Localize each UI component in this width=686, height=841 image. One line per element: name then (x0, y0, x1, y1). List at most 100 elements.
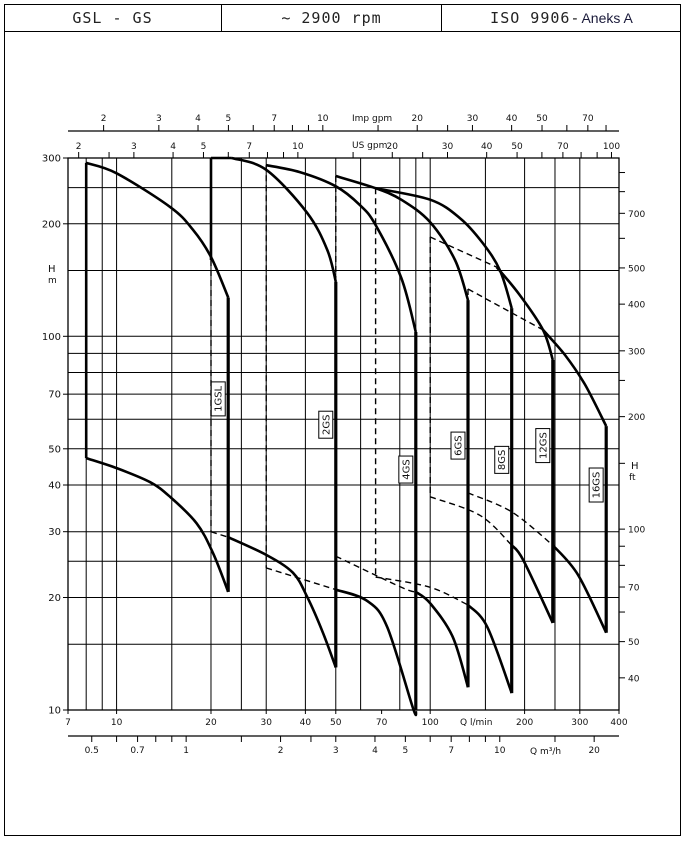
performance-curve (227, 536, 338, 668)
imp-gpm-tick-label: 4 (195, 114, 201, 124)
series-label-box (588, 467, 604, 503)
standard-text: ISO 9906- (490, 8, 581, 27)
y2-tick-label: 400 (628, 301, 645, 311)
imp-gpm-tick-label: 2 (101, 114, 107, 124)
performance-curve (542, 329, 608, 427)
imp-gpm-tick-label: 40 (506, 114, 518, 124)
us-gpm-tick-label: 70 (557, 142, 569, 152)
series-4gs (265, 163, 418, 717)
performance-curve (265, 163, 418, 333)
series-label-box (450, 431, 466, 460)
performance-curve (375, 186, 513, 309)
curve-boundary-dashed (375, 576, 469, 606)
curve-boundary-dashed (429, 496, 513, 546)
us-gpm-tick-label: 5 (201, 142, 207, 152)
plot-border (67, 157, 620, 711)
series-label: 4GS (401, 459, 412, 479)
series-label: 2GS (321, 414, 332, 434)
y-tick-label: 20 (48, 593, 61, 604)
performance-curve (467, 604, 513, 694)
imp-gpm-tick-label: 3 (156, 114, 162, 124)
series-label: 12GS (538, 432, 549, 459)
us-gpm-tick-label: 30 (442, 142, 454, 152)
drawing-frame (4, 4, 681, 836)
y-tick-label: 100 (42, 332, 61, 343)
x-tick-label: 400 (610, 718, 627, 728)
performance-curve (85, 456, 230, 593)
y2-tick-label: 700 (628, 210, 645, 220)
model-title: GSL - GS (4, 4, 222, 31)
x-tick-label: 100 (422, 718, 439, 728)
y2-tick-label: 40 (628, 674, 640, 684)
series-1gsl (84, 161, 230, 593)
imp-gpm-tick-label: 20 (411, 114, 423, 124)
series-12gs (429, 236, 555, 624)
series-label: 6GS (454, 435, 465, 455)
m3h-tick-label: 4 (372, 746, 378, 756)
axes: 10 20 30 40 50 70 100 200 300 40 50 70 100 200 300 400 5… (42, 114, 646, 756)
us-gpm-tick-label: 10 (292, 142, 304, 152)
performance-curve (335, 174, 470, 301)
x-tick-label: 300 (571, 718, 588, 728)
series-label-box (398, 455, 414, 484)
x-tick-label: 70 (376, 718, 388, 728)
performance-curves (84, 156, 608, 717)
x-tick-label: 30 (260, 718, 272, 728)
us-gpm-tick-label: 2 (76, 142, 82, 152)
title-block: GSL - GS ~ 2900 rpm ISO 9906- Aneks A (4, 4, 681, 32)
imp-gpm-tick-label: 10 (317, 114, 329, 124)
m3h-tick-label: 0.7 (130, 746, 144, 756)
series-label: 8GS (497, 450, 508, 470)
imp-gpm-tick-label: 50 (536, 114, 548, 124)
x-tick-label: 20 (205, 718, 217, 728)
x-tick-label: 200 (516, 718, 533, 728)
m3h-tick-label: 2 (278, 746, 284, 756)
series-label-box (210, 381, 226, 417)
us-gpm-tick-label: 50 (511, 142, 523, 152)
m3h-tick-label: 0.5 (85, 746, 99, 756)
m3h-tick-label: 3 (333, 746, 339, 756)
y2-tick-label: 300 (628, 347, 645, 357)
m3h-axis-label: Q m³/h (530, 747, 561, 757)
y-tick-label: 40 (48, 481, 61, 492)
us-gpm-axis-label: US gpm (352, 141, 387, 151)
m3h-tick-label: 1 (183, 746, 189, 756)
performance-curve (414, 590, 470, 688)
performance-curve (231, 156, 338, 283)
series-labels: 1GSL 2GS 4GS 6GS 8GS 12GS 16GS (210, 381, 604, 503)
performance-curve (551, 544, 608, 634)
y-tick-label: 50 (48, 444, 61, 455)
standard-title: ISO 9906- Aneks A (442, 4, 681, 31)
series-label-box (318, 410, 334, 439)
x-tick-label: 10 (111, 718, 123, 728)
x-tick-label: 50 (330, 718, 342, 728)
m3h-tick-label: 5 (402, 746, 408, 756)
imp-gpm-tick-label: 5 (226, 114, 232, 124)
series-label: 16GS (592, 472, 603, 499)
curve-boundary-dashed (467, 288, 544, 331)
y-axis-label: H (48, 264, 56, 275)
y-tick-label: 300 (42, 154, 61, 165)
y-tick-label: 200 (42, 219, 61, 230)
y2-axis-unit: ft (629, 473, 636, 483)
imp-gpm-tick-label: 7 (271, 114, 277, 124)
series-label: 1GSL (214, 385, 225, 411)
y2-tick-label: 70 (628, 584, 640, 594)
performance-curve (335, 588, 418, 717)
us-gpm-tick-label: 40 (481, 142, 493, 152)
y2-tick-label: 50 (628, 638, 640, 648)
curve-boundary-dashed (467, 492, 554, 546)
series-16gs (467, 288, 608, 634)
performance-curve (495, 266, 555, 361)
curve-boundary-dashed (335, 555, 417, 593)
imp-gpm-tick-label: 30 (467, 114, 479, 124)
y2-tick-label: 100 (628, 526, 645, 536)
us-gpm-tick-label: 4 (170, 142, 176, 152)
y-tick-label: 70 (48, 390, 61, 401)
curve-boundary-dashed (265, 567, 337, 591)
x-tick-label: 40 (300, 718, 312, 728)
speed-title: ~ 2900 rpm (222, 4, 442, 31)
standard-annex: Aneks A (581, 9, 633, 26)
y-tick-label: 30 (48, 527, 61, 538)
